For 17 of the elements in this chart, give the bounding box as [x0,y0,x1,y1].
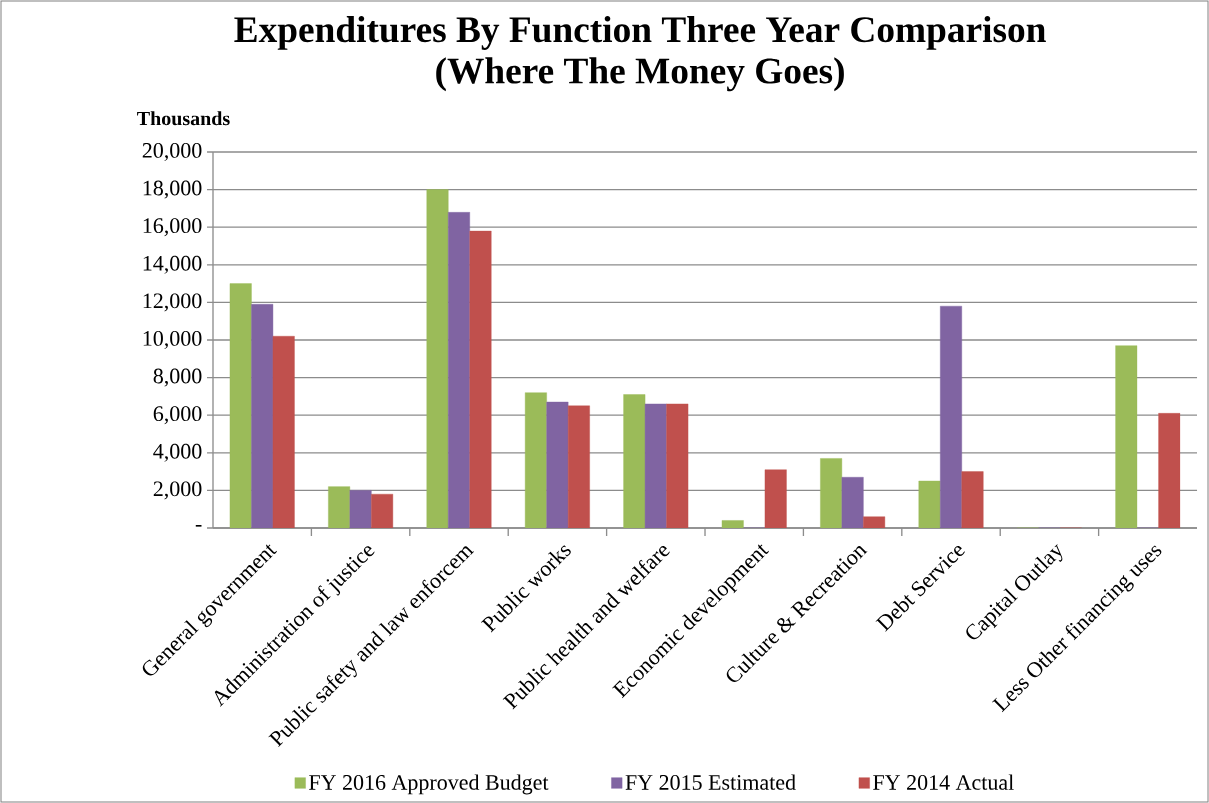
y-tick-label: 12,000 [143,293,202,312]
legend-label: FY 2014 Actual [873,774,1014,790]
y-tick-label: 8,000 [153,368,202,387]
legend-label: FY 2015 Estimated [625,774,796,790]
y-tick-label: 14,000 [143,255,202,274]
y-tick-label: 16,000 [143,218,202,237]
y-tick-label: 4,000 [153,443,202,462]
y-axis-title: Thousands [137,111,230,126]
chart-subtitle: (Where The Money Goes) [436,57,844,92]
y-tick-label: 20,000 [142,142,202,162]
y-tick-label: 10,000 [143,330,202,350]
y-tick-label: 2,000 [153,481,202,500]
y-tick-label: - [195,525,202,527]
legend-label: FY 2016 Approved Budget [309,774,549,795]
chart-title: Expenditures By Function Three Year Comparison [234,15,1046,50]
y-tick-label: 18,000 [143,180,202,199]
y-tick-label: 6,000 [153,406,202,425]
